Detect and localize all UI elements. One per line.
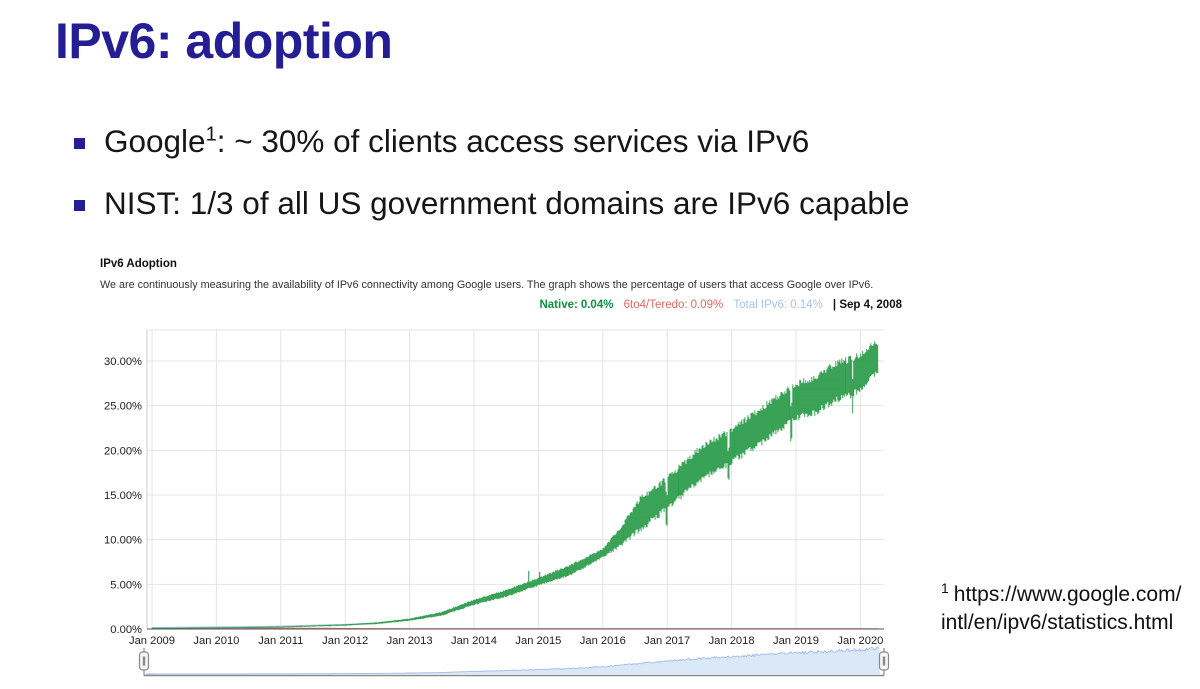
- y-axis-label: 0.00%: [110, 624, 142, 636]
- x-axis-label: Jan 2017: [644, 635, 690, 647]
- footnote: 1 https://www.google.com/intl/en/ipv6/sta…: [941, 580, 1182, 634]
- chart-title: IPv6 Adoption: [100, 258, 177, 270]
- x-axis-label: Jan 2014: [451, 635, 497, 647]
- y-axis-label: 15.00%: [104, 490, 142, 502]
- y-axis-label: 5.00%: [110, 579, 142, 591]
- x-axis-label: Jan 2016: [580, 635, 626, 647]
- legend-total-ipv6: Total IPv6: 0.14%: [733, 299, 823, 311]
- bullet-marker-icon: [74, 200, 85, 211]
- legend-native: Native: 0.04%: [539, 299, 614, 311]
- ipv6-adoption-chart: IPv6 Adoption We are continuously measur…: [98, 256, 904, 680]
- footnote-url-line2: intl/en/ipv6/statistics.html: [941, 610, 1174, 634]
- range-mini-line: [146, 646, 880, 675]
- range-handle-right-grip-icon: [882, 656, 886, 666]
- x-axis-label: Jan 2019: [773, 635, 819, 647]
- legend-6to4-teredo: 6to4/Teredo: 0.09%: [623, 299, 724, 311]
- x-axis-label: Jan 2015: [515, 635, 561, 647]
- footnote-url-line1: https://www.google.com/: [953, 583, 1182, 606]
- y-axis-label: 25.00%: [104, 401, 142, 413]
- range-handle-left-grip-icon: [142, 656, 146, 666]
- x-axis-label: Jan 2010: [193, 635, 239, 647]
- x-axis-label: Jan 2018: [709, 635, 755, 647]
- native-series-band: [151, 341, 879, 629]
- y-axis-label: 30.00%: [104, 356, 142, 368]
- bullet-marker-icon: [74, 138, 85, 149]
- page-title: IPv6: adoption: [55, 13, 393, 69]
- y-axis-label: 10.00%: [104, 535, 142, 547]
- bullet-google: Google1: ~ 30% of clients access service…: [74, 123, 809, 160]
- bullet-nist: NIST: 1/3 of all US government domains a…: [74, 185, 909, 222]
- chart-plot: 0.00% 5.00% 10.00% 15.00% 20.00% 25.00% 30.00%…: [104, 329, 890, 677]
- bullet-google-text: Google1: ~ 30% of clients access service…: [104, 123, 810, 159]
- x-axis-label: Jan 2011: [258, 635, 303, 647]
- x-axis-label: Jan 2013: [387, 635, 433, 647]
- legend-date: | Sep 4, 2008: [832, 299, 902, 311]
- x-axis-label: Jan 2020: [837, 635, 883, 647]
- chart-subtitle: We are continuously measuring the availa…: [100, 279, 874, 291]
- x-axis-label: Jan 2012: [322, 635, 368, 647]
- chart-legend: Native: 0.04% 6to4/Teredo: 0.09% Total IPv…: [532, 299, 902, 311]
- bullet-nist-text: NIST: 1/3 of all US government domains a…: [104, 185, 910, 221]
- x-axis-label: Jan 2009: [129, 635, 175, 647]
- y-axis-label: 20.00%: [104, 445, 142, 457]
- range-mini-area: [146, 647, 880, 674]
